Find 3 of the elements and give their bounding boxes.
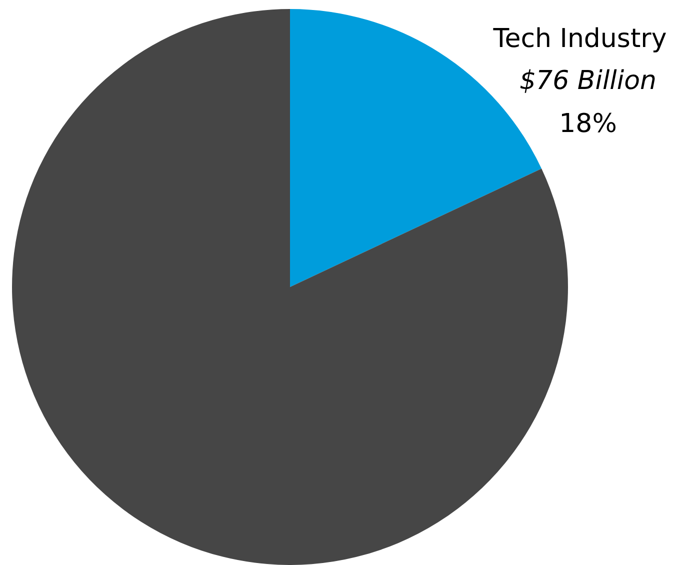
slice-label: Tech Industry: [492, 24, 667, 54]
data-label: 18%: [559, 108, 617, 139]
text: $76 Billion: [519, 66, 657, 96]
